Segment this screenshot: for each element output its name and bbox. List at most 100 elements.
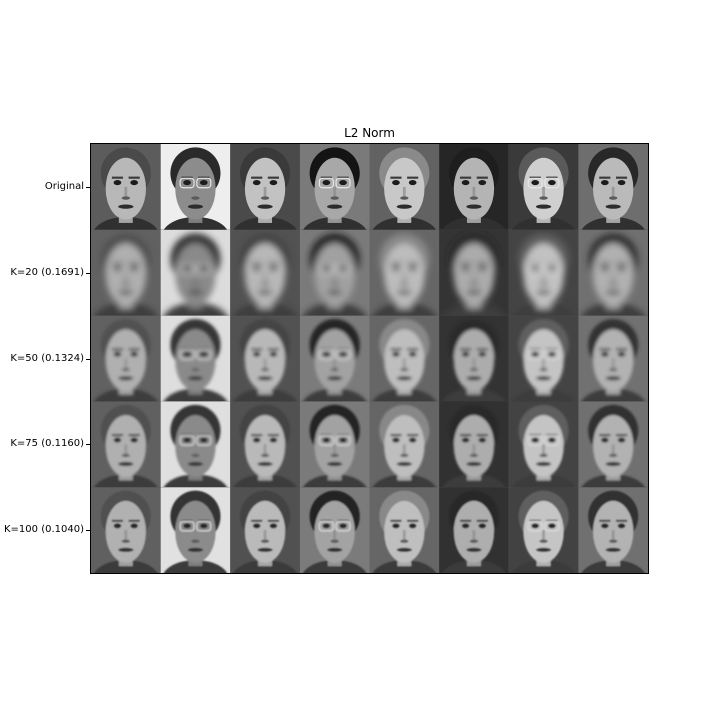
eye-shape	[322, 265, 331, 271]
reconstruction-haze	[508, 401, 579, 488]
reconstruction-haze	[299, 229, 370, 316]
eye-shape	[252, 523, 261, 529]
eyebrow-shape	[529, 262, 541, 265]
nostril-shape	[191, 453, 200, 458]
eyebrow-shape	[460, 176, 472, 179]
shoulders-shape	[233, 302, 297, 316]
glasses-lens-shape	[179, 263, 195, 275]
face-cell	[439, 229, 509, 316]
eyebrow-shape	[407, 262, 419, 265]
mouth-shape	[257, 461, 273, 467]
reconstruction-haze	[508, 229, 579, 316]
eyebrow-shape	[181, 176, 193, 179]
face-cell	[230, 229, 300, 316]
mouth-shape	[535, 204, 552, 209]
face-cell	[160, 401, 231, 488]
mouth-shape	[187, 376, 204, 381]
reconstruction-haze	[230, 487, 300, 573]
mouth-shape	[396, 461, 412, 467]
shoulders-shape	[233, 560, 297, 573]
mouth-shape	[257, 376, 273, 381]
nose-shape	[124, 530, 128, 541]
eyebrow-shape	[111, 262, 124, 265]
shoulders-shape	[94, 388, 158, 402]
reconstruction-haze	[439, 315, 509, 402]
reconstruction-haze	[230, 315, 300, 402]
reconstruction-haze	[230, 401, 300, 488]
eye-shape	[531, 180, 540, 186]
reconstruction-haze	[439, 401, 509, 488]
eye-shape	[478, 437, 487, 443]
mouth-shape	[257, 204, 273, 209]
eyebrow-shape	[337, 176, 349, 179]
mouth-shape	[118, 376, 134, 381]
eyebrow-shape	[599, 519, 611, 522]
nose-shape	[472, 530, 476, 541]
eye-shape	[461, 523, 470, 529]
glasses-lens-shape	[335, 435, 351, 446]
nostril-shape	[121, 282, 130, 286]
glasses-lens-shape	[544, 435, 560, 446]
eye-shape	[392, 523, 400, 529]
nostril-shape	[191, 539, 200, 543]
y-tick	[86, 530, 90, 532]
face-cell	[299, 401, 370, 488]
glasses-lens-shape	[196, 349, 212, 360]
nose-shape	[333, 530, 337, 541]
nostril-shape	[330, 453, 339, 458]
eyebrow-shape	[198, 348, 210, 351]
nose-shape	[194, 186, 197, 198]
shoulders-shape	[511, 216, 576, 230]
eyebrow-shape	[251, 262, 263, 265]
mouth-shape	[396, 290, 412, 295]
eyebrow-shape	[546, 176, 558, 179]
glasses-lens-shape	[544, 520, 560, 532]
row-label: K=75 (0.1160)	[10, 438, 84, 450]
shoulders-shape	[303, 474, 367, 488]
mouth-shape	[466, 547, 482, 552]
mouth-shape	[535, 290, 552, 295]
y-tick	[86, 272, 90, 274]
eyebrow-shape	[599, 176, 611, 179]
reconstruction-haze	[160, 487, 231, 573]
nostril-shape	[400, 453, 409, 458]
mouth-shape	[605, 204, 621, 209]
reconstruction-haze	[299, 315, 370, 402]
nostril-shape	[330, 282, 339, 286]
face-cell	[508, 487, 579, 573]
eyebrow-shape	[337, 434, 349, 437]
eyebrow-shape	[460, 348, 472, 351]
shoulders-shape	[581, 474, 645, 488]
nose-shape	[194, 444, 197, 455]
nose-shape	[472, 444, 476, 455]
eye-shape	[601, 265, 609, 271]
glasses-lens-shape	[335, 263, 351, 275]
eyebrow-shape	[529, 348, 541, 351]
eyebrow-shape	[476, 348, 488, 351]
eyebrow-shape	[407, 434, 419, 437]
mouth-shape	[327, 204, 343, 209]
nose-shape	[402, 444, 406, 455]
glasses-lens-shape	[335, 177, 351, 189]
glasses-lens-shape	[179, 349, 195, 360]
reconstruction-haze	[439, 487, 509, 573]
eye-shape	[617, 437, 626, 443]
glasses-lens-shape	[196, 263, 212, 275]
face-cell	[578, 401, 648, 488]
mouth-shape	[535, 376, 552, 381]
nose-shape	[333, 186, 337, 198]
nostril-shape	[400, 367, 409, 372]
eye-shape	[392, 437, 400, 443]
eye-shape	[322, 523, 331, 529]
eyebrow-shape	[546, 348, 558, 351]
glasses-lens-shape	[544, 349, 560, 360]
shoulders-shape	[372, 474, 436, 488]
shoulders-shape	[163, 560, 228, 573]
eye-shape	[183, 351, 191, 357]
face-cell	[230, 401, 300, 488]
eye-shape	[130, 351, 138, 357]
eye-shape	[392, 351, 400, 357]
face-cell	[160, 315, 231, 402]
face-cell	[508, 229, 579, 316]
mouth-shape	[535, 547, 552, 552]
